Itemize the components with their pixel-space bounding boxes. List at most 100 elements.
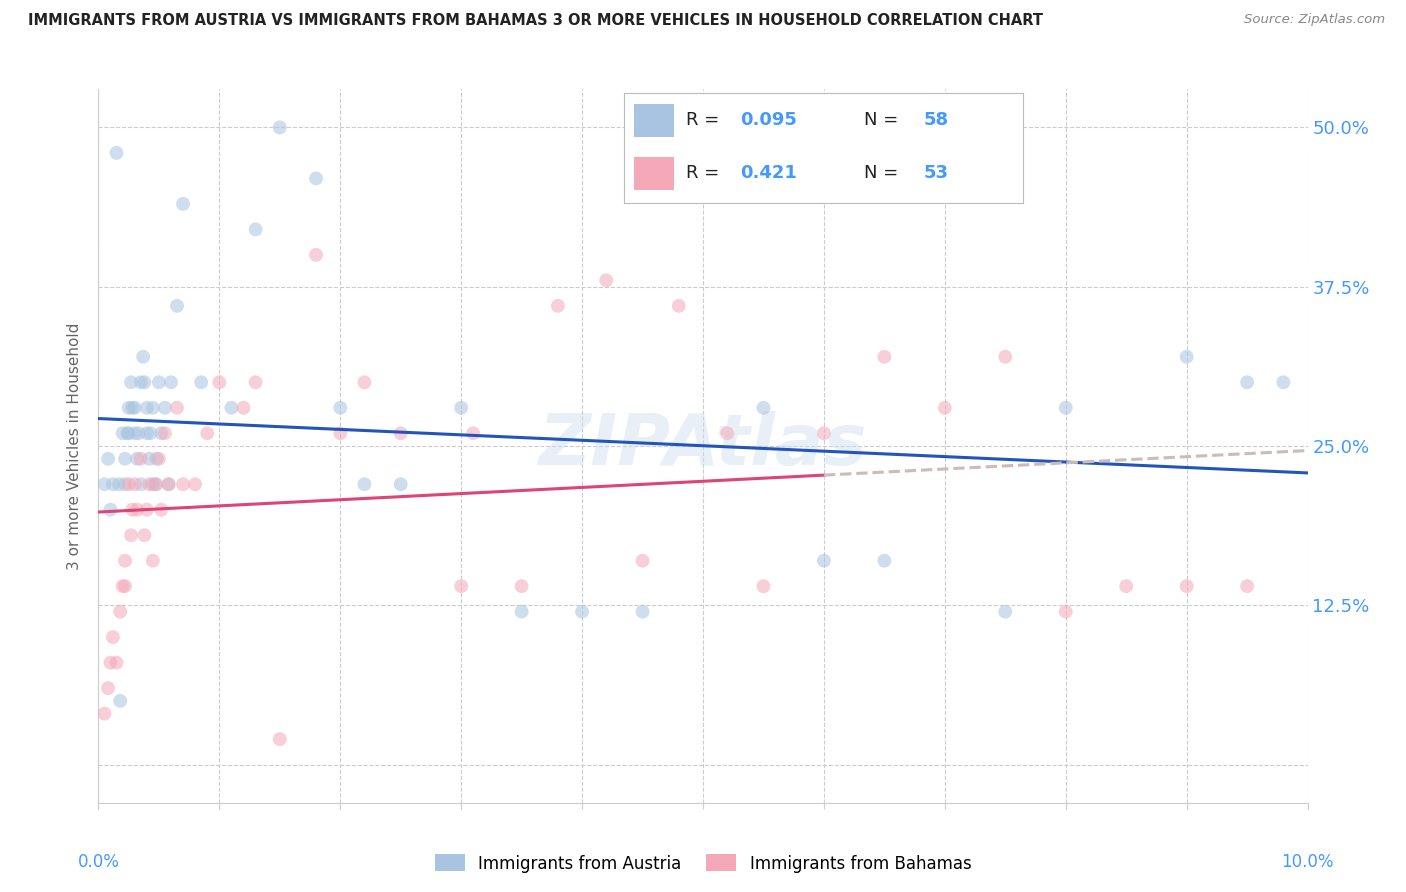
Point [232,401,254,415]
Point [463,426,485,441]
Point [142,554,165,568]
Point [1175,579,1198,593]
Point [245,376,267,390]
Point [124,401,146,415]
Point [389,426,412,441]
Point [135,401,157,415]
Point [97,451,120,466]
Point [135,502,157,516]
Point [118,477,141,491]
Legend: Immigrants from Austria, Immigrants from Bahamas: Immigrants from Austria, Immigrants from… [427,847,979,880]
Point [195,426,218,441]
Point [142,477,165,491]
Point [120,376,142,390]
Point [114,554,136,568]
Point [221,401,243,415]
Point [389,477,412,491]
Point [172,197,194,211]
Point [145,477,167,491]
Point [305,171,328,186]
Point [121,502,143,516]
Point [111,426,134,441]
Point [547,299,569,313]
Point [100,656,122,670]
Point [752,579,775,593]
Point [994,605,1017,619]
Point [668,299,690,313]
Point [93,706,115,721]
Point [813,426,835,441]
Point [101,630,124,644]
Point [118,426,141,441]
Point [353,376,375,390]
Point [510,605,533,619]
Point [120,528,142,542]
Text: 10.0%: 10.0% [1281,853,1334,871]
Point [1175,350,1198,364]
Point [111,579,134,593]
Point [148,451,170,466]
Text: IMMIGRANTS FROM AUSTRIA VS IMMIGRANTS FROM BAHAMAS 3 OR MORE VEHICLES IN HOUSEHO: IMMIGRANTS FROM AUSTRIA VS IMMIGRANTS FR… [28,13,1043,29]
Point [124,426,146,441]
Point [1115,579,1137,593]
Point [97,681,120,695]
Point [184,477,207,491]
Point [138,451,160,466]
Point [1236,376,1258,390]
Point [510,579,533,593]
Point [1236,579,1258,593]
Point [134,376,156,390]
Point [129,477,152,491]
Point [114,451,136,466]
Point [108,694,131,708]
Point [1272,376,1295,390]
Point [129,451,152,466]
Point [150,502,173,516]
Point [100,502,122,516]
Point [127,502,149,516]
Point [108,477,131,491]
Point [245,222,267,236]
Point [118,401,141,415]
Point [145,451,167,466]
Point [124,477,146,491]
Point [571,605,593,619]
Point [329,426,352,441]
Point [114,579,136,593]
Text: 0.0%: 0.0% [77,853,120,871]
Point [101,477,124,491]
Point [994,350,1017,364]
Point [143,477,166,491]
Text: Source: ZipAtlas.com: Source: ZipAtlas.com [1244,13,1385,27]
Point [150,426,173,441]
Point [166,299,188,313]
Point [269,120,291,135]
Point [117,426,139,441]
Point [121,401,143,415]
Point [127,451,149,466]
Point [353,477,375,491]
Point [114,477,136,491]
Point [105,145,128,160]
Point [934,401,956,415]
Point [329,401,352,415]
Point [873,350,896,364]
Text: ZIPAtlas: ZIPAtlas [538,411,868,481]
Point [752,401,775,415]
Point [269,732,291,747]
Point [208,376,231,390]
Point [105,656,128,670]
Point [157,477,180,491]
Point [153,401,176,415]
Point [813,554,835,568]
Point [595,273,617,287]
Point [129,376,152,390]
Point [160,376,183,390]
Point [135,426,157,441]
Point [153,426,176,441]
Point [142,401,165,415]
Y-axis label: 3 or more Vehicles in Household: 3 or more Vehicles in Household [67,322,83,570]
Point [631,554,654,568]
Point [134,528,156,542]
Point [716,426,738,441]
